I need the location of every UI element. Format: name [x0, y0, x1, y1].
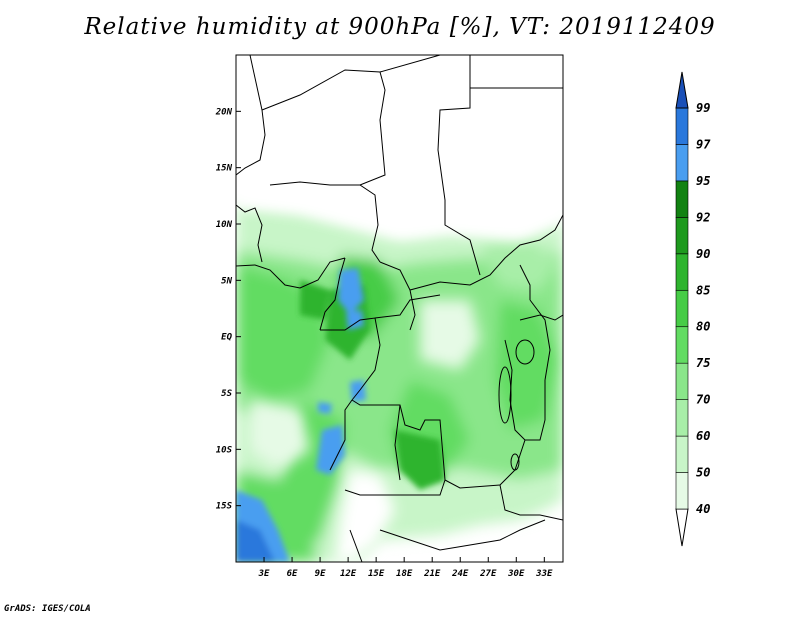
lon-tick-label: 3E	[258, 569, 270, 579]
colorbar-segment	[675, 472, 689, 510]
colorbar-under-triangle	[675, 508, 689, 547]
lat-tick-label: EQ	[221, 333, 232, 343]
map-title: Relative humidity at 900hPa [%], VT: 201…	[84, 14, 716, 40]
colorbar-level-label: 85	[696, 283, 710, 297]
colorbar-segment	[675, 362, 689, 400]
colorbar-segment	[675, 107, 689, 145]
lon-tick-label: 27E	[479, 569, 497, 579]
plot-frame	[235, 54, 564, 563]
lat-tick-label: 20N	[215, 107, 233, 117]
lat-tick-label: 15N	[216, 164, 233, 174]
colorbar-level-label: 60	[696, 429, 710, 443]
colorbar-segment	[675, 253, 689, 291]
grads-credit: GrADS: IGES/COLA	[4, 604, 91, 614]
latitude-axis: 20N 15N 10N 5N EQ 5S 10S 15S	[215, 107, 241, 512]
colorbar-level-label: 70	[696, 393, 710, 407]
lon-tick-label: 6E	[287, 569, 298, 579]
lon-tick-label: 30E	[507, 569, 525, 579]
longitude-axis: 3E 6E 9E 12E 15E 18E 21E 24E 27E 30E 33E	[258, 557, 553, 579]
colorbar-level-label: 50	[696, 466, 710, 480]
lat-tick-label: 5S	[221, 389, 232, 399]
lon-tick-label: 15E	[368, 569, 385, 579]
colorbar-level-label: 97	[696, 137, 711, 151]
colorbar-level-label: 40	[696, 502, 710, 516]
colorbar: 40 50 60 70 75 80 85 90 92 95 97 99	[675, 71, 711, 547]
colorbar-segment	[675, 289, 689, 328]
lon-tick-label: 24E	[451, 569, 469, 579]
lat-tick-label: 10N	[216, 220, 233, 230]
lat-tick-label: 5N	[221, 276, 232, 286]
colorbar-level-label: 92	[696, 210, 710, 224]
country-borders	[236, 55, 563, 562]
colorbar-segment	[675, 180, 689, 218]
lat-tick-label: 10S	[216, 445, 233, 455]
colorbar-segment	[675, 399, 689, 437]
lon-tick-label: 21E	[423, 569, 441, 579]
lon-tick-label: 33E	[535, 569, 553, 579]
colorbar-segment	[675, 326, 689, 364]
lakes	[498, 339, 535, 471]
lon-tick-label: 9E	[315, 569, 326, 579]
colorbar-level-label: 95	[696, 174, 710, 188]
colorbar-segment	[675, 144, 689, 182]
colorbar-segment	[675, 217, 689, 255]
lat-tick-label: 15S	[216, 502, 233, 512]
colorbar-level-label: 75	[696, 356, 710, 370]
colorbar-segment	[675, 435, 689, 473]
lon-tick-label: 12E	[340, 569, 357, 579]
colorbar-level-label: 99	[696, 101, 710, 115]
colorbar-level-label: 80	[696, 320, 710, 334]
lon-tick-label: 18E	[396, 569, 413, 579]
colorbar-over-triangle	[675, 71, 689, 109]
humidity-field	[236, 55, 563, 562]
colorbar-level-label: 90	[696, 247, 710, 261]
